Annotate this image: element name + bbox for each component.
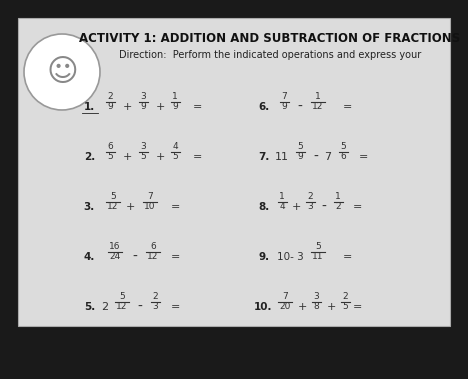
Text: 2: 2: [152, 292, 158, 301]
Text: 7.: 7.: [259, 152, 270, 162]
Text: =: =: [344, 252, 353, 262]
Text: 6: 6: [340, 152, 346, 161]
Text: 7: 7: [281, 92, 287, 101]
Text: =: =: [359, 152, 369, 162]
Text: 5: 5: [297, 142, 303, 151]
Text: 1: 1: [315, 92, 321, 101]
Text: +: +: [155, 102, 165, 112]
Text: =: =: [353, 302, 363, 312]
Text: 4.: 4.: [84, 252, 95, 262]
Text: 20: 20: [279, 302, 291, 311]
Text: =: =: [170, 202, 180, 212]
Text: 3: 3: [313, 292, 319, 301]
Text: 4: 4: [279, 202, 285, 211]
Text: 2: 2: [102, 302, 109, 312]
Text: 6.: 6.: [259, 102, 270, 112]
Text: 12: 12: [312, 102, 324, 111]
Text: 9: 9: [140, 102, 146, 111]
Text: 9: 9: [107, 102, 113, 111]
Text: 5: 5: [140, 152, 146, 161]
Text: +: +: [122, 152, 132, 162]
Text: 2: 2: [107, 92, 113, 101]
Text: 5: 5: [172, 152, 178, 161]
Text: -: -: [138, 300, 142, 314]
Text: 12: 12: [107, 202, 119, 211]
Text: 7: 7: [147, 192, 153, 201]
Text: =: =: [193, 102, 203, 112]
Text: -: -: [314, 150, 318, 164]
Text: 9.: 9.: [259, 252, 270, 262]
Text: +: +: [291, 202, 300, 212]
Circle shape: [24, 34, 100, 110]
Text: 9: 9: [172, 102, 178, 111]
Text: +: +: [326, 302, 336, 312]
Text: -: -: [132, 250, 138, 264]
Text: 5: 5: [119, 292, 125, 301]
Text: 5.: 5.: [84, 302, 95, 312]
Text: +: +: [125, 202, 135, 212]
Text: Direction:  Perform the indicated operations and express your: Direction: Perform the indicated operati…: [119, 50, 421, 60]
Text: 9: 9: [297, 152, 303, 161]
Text: ACTIVITY 1: ADDITION AND SUBTRACTION OF FRACTIONS: ACTIVITY 1: ADDITION AND SUBTRACTION OF …: [80, 32, 461, 45]
Text: 3.: 3.: [84, 202, 95, 212]
Text: 10- 3: 10- 3: [277, 252, 303, 262]
Text: 12: 12: [117, 302, 128, 311]
Text: 3: 3: [140, 142, 146, 151]
Text: 8: 8: [313, 302, 319, 311]
Text: -: -: [322, 200, 327, 214]
Text: 2: 2: [335, 202, 341, 211]
Text: =: =: [170, 302, 180, 312]
Text: 2.: 2.: [84, 152, 95, 162]
Text: 12: 12: [147, 252, 159, 261]
Text: ☺: ☺: [46, 58, 78, 86]
Text: 5: 5: [342, 302, 348, 311]
Text: 7: 7: [282, 292, 288, 301]
Text: 3: 3: [140, 92, 146, 101]
Text: +: +: [122, 102, 132, 112]
Text: 11: 11: [312, 252, 324, 261]
Text: =: =: [353, 202, 363, 212]
Text: 1.: 1.: [84, 102, 95, 112]
Text: 6: 6: [150, 242, 156, 251]
Text: =: =: [344, 102, 353, 112]
Text: 5: 5: [340, 142, 346, 151]
Text: =: =: [170, 252, 180, 262]
Text: =: =: [193, 152, 203, 162]
Text: 7: 7: [324, 152, 331, 162]
Text: 10.: 10.: [254, 302, 272, 312]
Text: 5: 5: [315, 242, 321, 251]
Text: 2: 2: [342, 292, 348, 301]
Text: +: +: [297, 302, 307, 312]
Text: 1: 1: [279, 192, 285, 201]
Text: 24: 24: [110, 252, 121, 261]
Text: 1: 1: [172, 92, 178, 101]
Text: 16: 16: [109, 242, 121, 251]
Text: 8.: 8.: [259, 202, 270, 212]
Text: 6: 6: [107, 142, 113, 151]
Text: -: -: [298, 100, 302, 114]
Text: +: +: [155, 152, 165, 162]
Text: 1: 1: [335, 192, 341, 201]
Text: 10: 10: [144, 202, 156, 211]
Text: 4: 4: [172, 142, 178, 151]
Text: 3: 3: [152, 302, 158, 311]
FancyBboxPatch shape: [18, 18, 450, 326]
Text: 3: 3: [307, 202, 313, 211]
Text: 5: 5: [107, 152, 113, 161]
Text: 11: 11: [275, 152, 289, 162]
Text: 5: 5: [110, 192, 116, 201]
Text: 9: 9: [281, 102, 287, 111]
Text: 2: 2: [307, 192, 313, 201]
